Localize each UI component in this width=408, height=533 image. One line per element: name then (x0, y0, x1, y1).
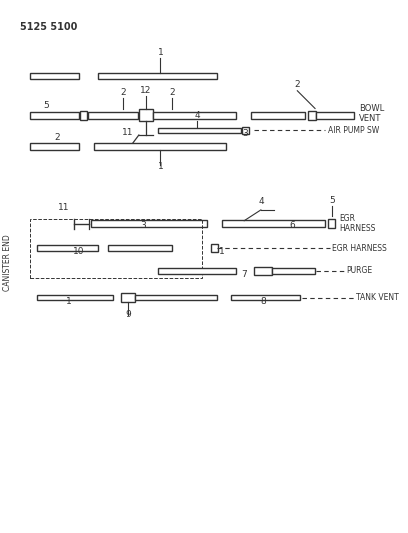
Bar (242, 127, 248, 134)
Text: EGR
HARNESS: EGR HARNESS (340, 214, 376, 233)
Text: 3: 3 (242, 129, 248, 138)
Bar (272, 268, 315, 274)
Bar (139, 109, 153, 122)
Bar (222, 220, 325, 227)
Bar (153, 112, 236, 119)
Text: 2: 2 (54, 133, 60, 142)
Text: 2: 2 (120, 87, 126, 96)
Text: 5: 5 (329, 196, 335, 205)
Text: 7: 7 (241, 270, 247, 279)
Bar (308, 111, 316, 120)
Text: 6: 6 (290, 221, 295, 230)
Bar (316, 112, 355, 119)
Bar (29, 143, 79, 150)
Text: 4: 4 (194, 111, 200, 120)
Text: CANISTER END: CANISTER END (3, 235, 12, 292)
Text: 3: 3 (140, 221, 146, 230)
Bar (121, 293, 135, 302)
Bar (254, 267, 272, 275)
Bar (88, 112, 138, 119)
Bar (157, 268, 236, 274)
Text: 2: 2 (169, 87, 175, 96)
Text: AIR PUMP SW: AIR PUMP SW (328, 126, 379, 135)
Bar (29, 72, 79, 79)
Text: 10: 10 (73, 247, 84, 256)
Text: 12: 12 (140, 86, 151, 95)
Bar (29, 219, 202, 278)
Bar (211, 244, 218, 252)
Text: 8: 8 (260, 297, 266, 306)
Text: 5: 5 (43, 101, 49, 110)
Bar (251, 112, 305, 119)
Text: 1: 1 (219, 247, 224, 256)
Bar (38, 245, 98, 251)
Text: 9: 9 (125, 310, 131, 319)
Text: EGR HARNESS: EGR HARNESS (332, 244, 386, 253)
Bar (157, 128, 241, 133)
Bar (108, 245, 172, 251)
Bar (29, 112, 79, 119)
Text: PURGE: PURGE (346, 266, 373, 276)
Text: 2: 2 (295, 80, 300, 89)
Text: 11: 11 (58, 203, 70, 212)
Bar (93, 143, 226, 150)
Text: 1: 1 (157, 163, 163, 172)
Bar (328, 219, 335, 228)
Bar (231, 295, 300, 301)
Text: 11: 11 (122, 128, 134, 137)
Text: 1: 1 (157, 49, 163, 57)
Text: TANK VENT: TANK VENT (357, 293, 399, 302)
Text: 1: 1 (66, 297, 72, 306)
Bar (38, 295, 113, 301)
Text: 4: 4 (258, 197, 264, 206)
Bar (80, 111, 87, 120)
Text: BOWL
VENT: BOWL VENT (359, 104, 385, 123)
Bar (135, 295, 217, 301)
Bar (98, 72, 217, 79)
Bar (91, 220, 207, 227)
Text: 5125 5100: 5125 5100 (20, 22, 77, 32)
